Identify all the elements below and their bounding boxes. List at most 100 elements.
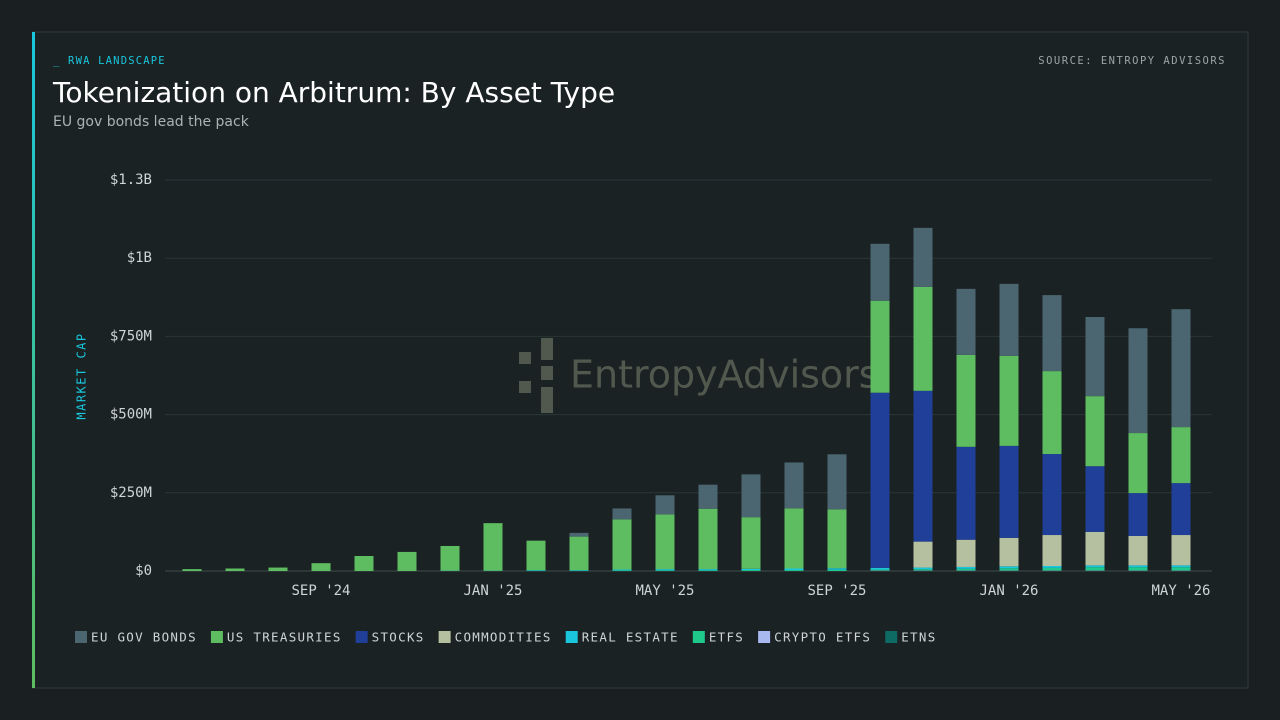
bar-segment bbox=[1085, 396, 1105, 467]
bar-segment bbox=[956, 354, 976, 447]
bar-segment bbox=[784, 570, 804, 571]
bar-segment bbox=[655, 570, 675, 571]
bar-segment bbox=[655, 569, 675, 571]
bar-segment bbox=[956, 568, 976, 571]
bar-segment bbox=[870, 569, 890, 571]
bar-segment bbox=[956, 539, 976, 567]
bar-segment bbox=[526, 540, 546, 571]
legend-swatch bbox=[75, 631, 87, 643]
bar-segment bbox=[1171, 427, 1191, 484]
legend-label: CRYPTO ETFS bbox=[774, 630, 871, 645]
bar-segment bbox=[397, 551, 417, 571]
bar-segment bbox=[655, 514, 675, 570]
source: SOURCE: ENTROPY ADVISORS bbox=[1038, 55, 1226, 67]
bar-segment bbox=[741, 517, 761, 569]
legend-label: STOCKS bbox=[372, 630, 425, 645]
bar-segment bbox=[1171, 535, 1191, 566]
legend-swatch bbox=[692, 631, 705, 643]
panel-accent bbox=[32, 32, 35, 688]
bar-segment bbox=[1128, 493, 1148, 536]
bar-segment bbox=[827, 454, 847, 510]
bar-segment bbox=[698, 570, 718, 571]
legend-swatch bbox=[355, 631, 368, 643]
legend-swatch bbox=[210, 631, 223, 643]
bar-segment bbox=[1042, 565, 1062, 568]
bar-segment bbox=[999, 445, 1019, 538]
bar-segment bbox=[913, 569, 933, 571]
bar-segment bbox=[784, 508, 804, 569]
x-tick-label: SEP '24 bbox=[291, 583, 350, 599]
bar-segment bbox=[784, 568, 804, 571]
bar-segment bbox=[1085, 317, 1105, 397]
bar-segment bbox=[440, 545, 460, 571]
legend-label: ETNS bbox=[901, 630, 936, 645]
legend-label: EU GOV BONDS bbox=[91, 630, 197, 645]
bar-segment bbox=[913, 567, 933, 570]
bar-segment bbox=[870, 300, 890, 393]
x-tick-label: SEP '25 bbox=[807, 583, 866, 599]
y-tick-label: $0 bbox=[135, 563, 152, 579]
bar-segment bbox=[956, 446, 976, 540]
bar-segment bbox=[1042, 454, 1062, 536]
x-tick-label: MAY '25 bbox=[635, 583, 694, 599]
bar-segment bbox=[1128, 535, 1148, 566]
bar-segment bbox=[182, 569, 202, 571]
bar-segment bbox=[612, 519, 632, 570]
bar-segment bbox=[741, 474, 761, 518]
bar-segment bbox=[354, 555, 374, 571]
bar-segment bbox=[870, 243, 890, 301]
bar-segment bbox=[741, 570, 761, 571]
bar-segment bbox=[1042, 371, 1062, 455]
bar-segment bbox=[698, 508, 718, 570]
bar-segment bbox=[999, 283, 1019, 356]
bar-segment bbox=[956, 566, 976, 569]
bar-segment bbox=[784, 462, 804, 509]
bar-segment bbox=[1042, 295, 1062, 372]
bar-segment bbox=[999, 355, 1019, 446]
bar-segment bbox=[827, 568, 847, 570]
bar-segment bbox=[1042, 535, 1062, 566]
bar-segment bbox=[1128, 565, 1148, 568]
bar-segment bbox=[1171, 483, 1191, 536]
bar-segment bbox=[870, 567, 890, 570]
legend-label: ETFS bbox=[709, 630, 744, 645]
chart-subtitle: EU gov bonds lead the pack bbox=[53, 114, 250, 130]
bar-segment bbox=[827, 509, 847, 569]
bar-segment bbox=[526, 570, 546, 571]
bar-segment bbox=[913, 390, 933, 542]
bar-segment bbox=[827, 569, 847, 571]
y-tick-label: $750M bbox=[110, 328, 152, 344]
bar-segment bbox=[311, 563, 331, 571]
y-axis-label: MARKET CAP bbox=[75, 332, 89, 419]
bar-segment bbox=[569, 570, 589, 571]
y-tick-label: $250M bbox=[110, 485, 152, 501]
bar-segment bbox=[569, 532, 589, 537]
bar-segment bbox=[913, 227, 933, 287]
x-tick-label: JAN '26 bbox=[979, 583, 1038, 599]
legend-swatch bbox=[885, 631, 898, 643]
legend-label: US TREASURIES bbox=[227, 630, 342, 645]
bar-segment bbox=[1085, 565, 1105, 568]
bar-segment bbox=[483, 523, 503, 571]
watermark-logo bbox=[519, 338, 553, 413]
chart-title: Tokenization on Arbitrum: By Asset Type bbox=[52, 76, 615, 109]
bar-segment bbox=[1171, 309, 1191, 428]
bar-segment bbox=[999, 566, 1019, 569]
y-tick-label: $500M bbox=[110, 407, 152, 423]
legend-swatch bbox=[758, 631, 771, 643]
bar-segment bbox=[225, 568, 245, 571]
y-tick-label: $1.3B bbox=[110, 172, 152, 188]
legend-swatch bbox=[438, 631, 451, 643]
bar-segment bbox=[698, 569, 718, 571]
bar-segment bbox=[870, 392, 890, 568]
bar-segment bbox=[1085, 567, 1105, 571]
bar-segment bbox=[268, 567, 288, 571]
bar-segment bbox=[956, 288, 976, 355]
bar-segment bbox=[913, 541, 933, 568]
bar-segment bbox=[1171, 567, 1191, 571]
legend-swatch bbox=[565, 631, 578, 643]
x-tick-label: MAY '26 bbox=[1151, 583, 1210, 599]
legend-label: COMMODITIES bbox=[455, 630, 552, 645]
bar-segment bbox=[1128, 433, 1148, 494]
bar-segment bbox=[569, 536, 589, 571]
